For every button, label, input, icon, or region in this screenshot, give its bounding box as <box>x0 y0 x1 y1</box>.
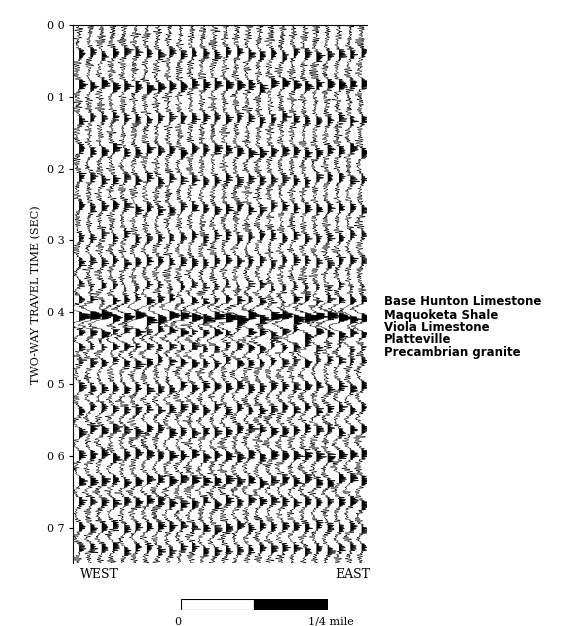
Text: Platteville: Platteville <box>384 333 451 346</box>
Text: Maquoketa Shale: Maquoketa Shale <box>384 309 498 322</box>
Text: EAST: EAST <box>336 568 371 581</box>
Text: 1/4 mile: 1/4 mile <box>308 617 353 626</box>
Text: Precambrian granite: Precambrian granite <box>384 346 521 359</box>
Text: WEST: WEST <box>80 568 118 581</box>
Bar <box>181 599 254 610</box>
Text: 0: 0 <box>175 617 181 626</box>
Text: Viola Limestone: Viola Limestone <box>384 322 490 334</box>
Text: Base Hunton Limestone: Base Hunton Limestone <box>384 295 542 308</box>
Bar <box>254 599 328 610</box>
Y-axis label: TWO-WAY TRAVEL TIME (SEC): TWO-WAY TRAVEL TIME (SEC) <box>31 205 41 384</box>
